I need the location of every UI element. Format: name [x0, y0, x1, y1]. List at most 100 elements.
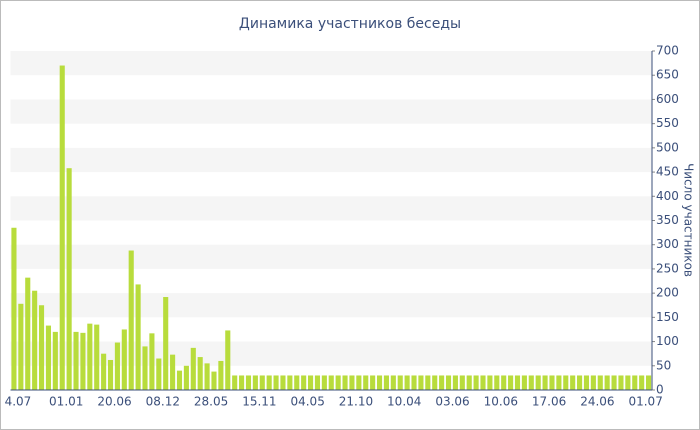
- bar: [38, 305, 45, 390]
- x-tick-label: 03.06: [435, 395, 469, 409]
- bar: [404, 375, 410, 390]
- x-tick-label: 04.05: [290, 395, 324, 409]
- x-tick-label: 20.06: [97, 395, 131, 409]
- bar: [197, 357, 203, 390]
- bar: [190, 347, 196, 390]
- bar: [18, 303, 24, 390]
- bar: [211, 371, 217, 390]
- bar: [45, 325, 51, 390]
- bar: [328, 375, 334, 390]
- bar: [204, 363, 210, 390]
- bar: [556, 375, 562, 390]
- bar: [287, 375, 293, 390]
- bar: [514, 375, 521, 390]
- grid-band: [10, 99, 652, 124]
- bar: [225, 330, 231, 390]
- bar: [11, 227, 17, 390]
- bar: [390, 375, 396, 390]
- bar: [632, 375, 638, 390]
- bar: [639, 375, 645, 390]
- grid-band: [10, 293, 652, 318]
- bar: [370, 375, 376, 390]
- grid-band: [10, 147, 652, 173]
- y-tick-label: 700: [656, 44, 679, 58]
- bar: [114, 342, 120, 390]
- bar: [149, 333, 155, 390]
- bar: [66, 168, 72, 390]
- y-tick-label: 400: [656, 189, 679, 203]
- bar: [480, 375, 486, 390]
- bar: [308, 375, 314, 390]
- bar: [259, 375, 265, 390]
- bar: [163, 297, 169, 390]
- y-tick-label: 650: [656, 68, 679, 82]
- bar: [528, 375, 534, 390]
- bar: [397, 375, 403, 390]
- x-tick-label: 17.06: [532, 395, 566, 409]
- bar: [80, 332, 86, 390]
- grid-band: [10, 341, 652, 366]
- y-tick-label: 100: [656, 334, 679, 348]
- bar: [535, 375, 541, 390]
- bar: [376, 375, 383, 390]
- bar: [349, 375, 355, 390]
- bar: [452, 375, 458, 390]
- bar: [335, 375, 341, 390]
- bar: [314, 375, 321, 390]
- y-tick-label: 150: [656, 310, 679, 324]
- y-tick-label: 550: [656, 116, 679, 130]
- bar: [363, 375, 369, 390]
- y-tick-label: 500: [656, 140, 679, 154]
- bar: [252, 375, 258, 390]
- bar: [570, 375, 576, 390]
- y-tick-label: 50: [656, 358, 671, 372]
- y-tick-label: 250: [656, 261, 679, 275]
- bar: [32, 290, 38, 390]
- bar: [294, 375, 300, 390]
- bar: [494, 375, 500, 390]
- bar: [466, 375, 472, 390]
- bar: [101, 353, 107, 390]
- x-tick-label: 10.06: [484, 395, 518, 409]
- y-tick-label: 600: [656, 92, 679, 106]
- bar: [135, 284, 141, 390]
- x-tick-label: 21.10: [339, 395, 373, 409]
- bar: [590, 375, 596, 390]
- bar: [356, 375, 362, 390]
- y-tick-label: 450: [656, 165, 679, 179]
- bar: [94, 324, 100, 390]
- x-tick-label: 01.07: [628, 395, 662, 409]
- bar: [618, 375, 624, 390]
- x-tick-label: 28.05: [194, 395, 228, 409]
- bar: [501, 375, 507, 390]
- bar: [266, 375, 272, 390]
- bar: [425, 375, 431, 390]
- bar: [156, 358, 162, 390]
- bar: [611, 375, 617, 390]
- bar: [563, 375, 569, 390]
- bar: [383, 375, 389, 390]
- grid-band: [10, 196, 652, 221]
- bar: [508, 375, 514, 390]
- bar: [645, 375, 652, 390]
- bar: [487, 375, 493, 390]
- grid-band: [10, 244, 652, 269]
- bar: [577, 375, 583, 390]
- bar: [25, 277, 31, 390]
- bar: [128, 250, 134, 390]
- y-tick-label: 350: [656, 213, 679, 227]
- x-tick-label: 08.12: [146, 395, 180, 409]
- bar: [418, 375, 424, 390]
- bar: [411, 375, 417, 390]
- bar: [239, 375, 245, 390]
- bar: [176, 370, 183, 390]
- bar: [459, 375, 465, 390]
- bar: [521, 375, 527, 390]
- bar: [232, 375, 238, 390]
- bar: [170, 354, 176, 390]
- bar: [432, 375, 438, 390]
- bar: [473, 375, 479, 390]
- x-tick-label: 15.11: [242, 395, 276, 409]
- bar: [301, 375, 307, 390]
